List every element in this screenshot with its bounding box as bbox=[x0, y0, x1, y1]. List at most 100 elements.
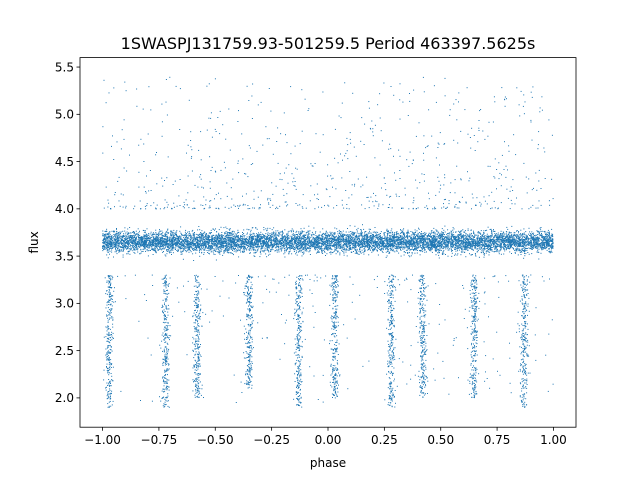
data-point bbox=[115, 234, 117, 236]
data-point bbox=[514, 243, 516, 245]
data-point bbox=[361, 238, 363, 240]
data-point bbox=[117, 250, 119, 251]
data-point bbox=[154, 243, 156, 244]
data-point bbox=[382, 248, 384, 250]
data-point bbox=[197, 234, 199, 235]
data-point bbox=[106, 237, 108, 239]
data-point bbox=[321, 238, 323, 240]
data-point bbox=[532, 239, 534, 241]
data-point bbox=[409, 249, 411, 251]
data-point bbox=[303, 248, 305, 250]
data-point bbox=[219, 244, 221, 246]
data-point bbox=[301, 255, 303, 257]
data-point bbox=[340, 238, 342, 240]
data-point bbox=[263, 251, 265, 253]
data-point bbox=[284, 250, 285, 252]
data-point bbox=[342, 238, 344, 240]
data-point bbox=[528, 227, 530, 229]
data-point bbox=[174, 239, 176, 241]
data-point bbox=[106, 247, 108, 249]
data-point bbox=[547, 237, 549, 239]
data-point bbox=[414, 241, 416, 243]
data-point bbox=[260, 238, 262, 240]
data-point bbox=[335, 249, 337, 251]
data-point bbox=[512, 237, 513, 239]
data-point bbox=[519, 237, 521, 239]
data-point bbox=[181, 241, 183, 242]
data-point bbox=[192, 234, 194, 236]
data-point bbox=[231, 244, 233, 246]
data-point bbox=[407, 253, 409, 254]
data-point bbox=[307, 247, 309, 249]
data-point bbox=[448, 237, 450, 239]
data-point bbox=[125, 232, 127, 234]
data-point bbox=[468, 239, 469, 241]
data-point bbox=[534, 238, 535, 240]
data-point bbox=[425, 242, 427, 244]
data-point bbox=[165, 255, 167, 257]
data-point bbox=[115, 249, 117, 251]
data-point bbox=[424, 239, 426, 241]
data-point bbox=[236, 249, 238, 251]
data-point bbox=[413, 244, 415, 246]
data-point bbox=[183, 235, 185, 237]
data-point bbox=[459, 235, 461, 237]
data-point bbox=[357, 243, 359, 245]
data-point bbox=[287, 236, 289, 237]
data-point bbox=[470, 229, 472, 231]
data-point bbox=[537, 245, 539, 247]
data-point bbox=[494, 230, 496, 232]
data-point bbox=[523, 241, 525, 243]
data-point bbox=[315, 237, 317, 238]
data-point bbox=[304, 249, 306, 251]
data-point bbox=[547, 234, 549, 236]
data-point bbox=[115, 236, 117, 238]
data-point bbox=[146, 234, 148, 236]
data-point bbox=[375, 235, 377, 237]
data-point bbox=[140, 242, 142, 244]
data-point bbox=[467, 236, 469, 238]
data-point bbox=[174, 236, 175, 238]
data-point bbox=[438, 250, 440, 252]
data-point bbox=[190, 235, 192, 237]
data-point bbox=[204, 240, 206, 242]
data-point bbox=[341, 244, 343, 246]
data-point bbox=[128, 237, 130, 239]
data-point bbox=[368, 254, 370, 256]
data-point bbox=[176, 250, 178, 251]
data-point bbox=[332, 238, 334, 240]
data-point bbox=[461, 246, 463, 248]
data-point bbox=[181, 244, 183, 246]
data-point bbox=[262, 250, 264, 252]
data-point bbox=[164, 243, 166, 245]
data-point bbox=[449, 233, 451, 235]
data-point bbox=[433, 236, 434, 238]
data-point bbox=[196, 247, 198, 249]
data-point bbox=[271, 247, 273, 249]
data-point bbox=[139, 241, 141, 243]
data-point bbox=[132, 231, 133, 233]
data-point bbox=[266, 243, 268, 245]
data-point bbox=[548, 231, 550, 233]
data-point bbox=[220, 226, 222, 228]
data-point bbox=[120, 243, 122, 245]
data-point bbox=[440, 247, 442, 249]
data-point bbox=[348, 231, 350, 233]
data-point bbox=[437, 244, 438, 246]
data-point bbox=[327, 238, 329, 240]
data-point bbox=[415, 245, 417, 247]
data-point bbox=[113, 242, 115, 244]
data-point bbox=[189, 241, 191, 243]
data-point bbox=[464, 247, 466, 249]
data-point bbox=[413, 245, 415, 247]
data-point bbox=[469, 236, 471, 238]
data-point bbox=[458, 233, 460, 235]
data-point bbox=[167, 228, 169, 230]
data-point bbox=[504, 233, 506, 235]
data-point bbox=[349, 239, 351, 241]
data-point bbox=[159, 245, 161, 247]
data-point bbox=[451, 245, 453, 247]
data-point bbox=[486, 237, 488, 239]
data-point bbox=[193, 248, 195, 250]
data-point bbox=[215, 249, 217, 251]
